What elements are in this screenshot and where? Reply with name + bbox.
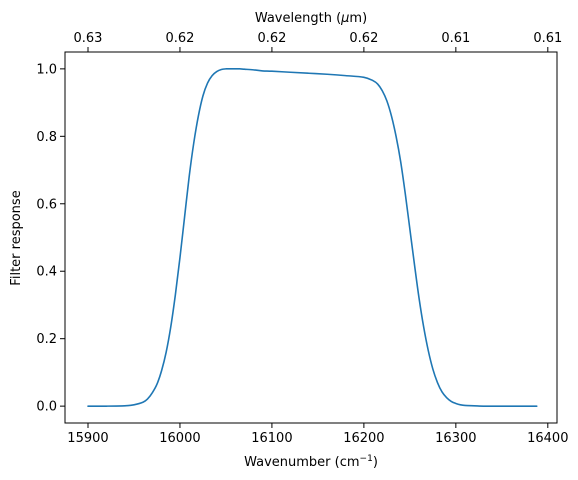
y-tick-label: 0.6 [36,197,57,212]
y-tick-label: 0.2 [36,332,57,347]
x-tick-label: 15900 [67,431,108,446]
x-axis-label: Wavenumber (cm−1) [244,454,378,470]
x-tick-label: 16300 [435,431,476,446]
top-tick-label: 0.62 [257,31,286,46]
y-tick-label: 1.0 [36,62,57,77]
series-group [87,68,538,407]
top-tick-label: 0.63 [74,31,103,46]
y-tick-label: 0.4 [36,265,57,280]
top-axis-label: Wavelength (μm) [255,11,367,26]
y-tick-label: 0.0 [36,400,57,415]
x-tick-label: 16000 [159,431,200,446]
left-axis-ticks: 0.0 0.2 0.4 0.6 0.8 1.0 [36,62,65,415]
x-tick-label: 16200 [343,431,384,446]
plot-area-frame [64,51,558,424]
x-tick-label: 16400 [527,431,568,446]
y-tick-label: 0.8 [36,130,57,145]
bottom-axis-ticks: 15900 16000 16100 16200 16300 16400 [67,423,568,446]
top-axis-ticks: 0.63 0.62 0.62 0.62 0.61 0.61 [74,31,562,52]
top-tick-label: 0.61 [533,31,562,46]
top-tick-label: 0.61 [441,31,470,46]
top-tick-label: 0.62 [165,31,194,46]
top-tick-label: 0.62 [349,31,378,46]
y-axis-label: Filter response [9,190,24,285]
x-tick-label: 16100 [251,431,292,446]
series-line-0 [87,68,538,407]
